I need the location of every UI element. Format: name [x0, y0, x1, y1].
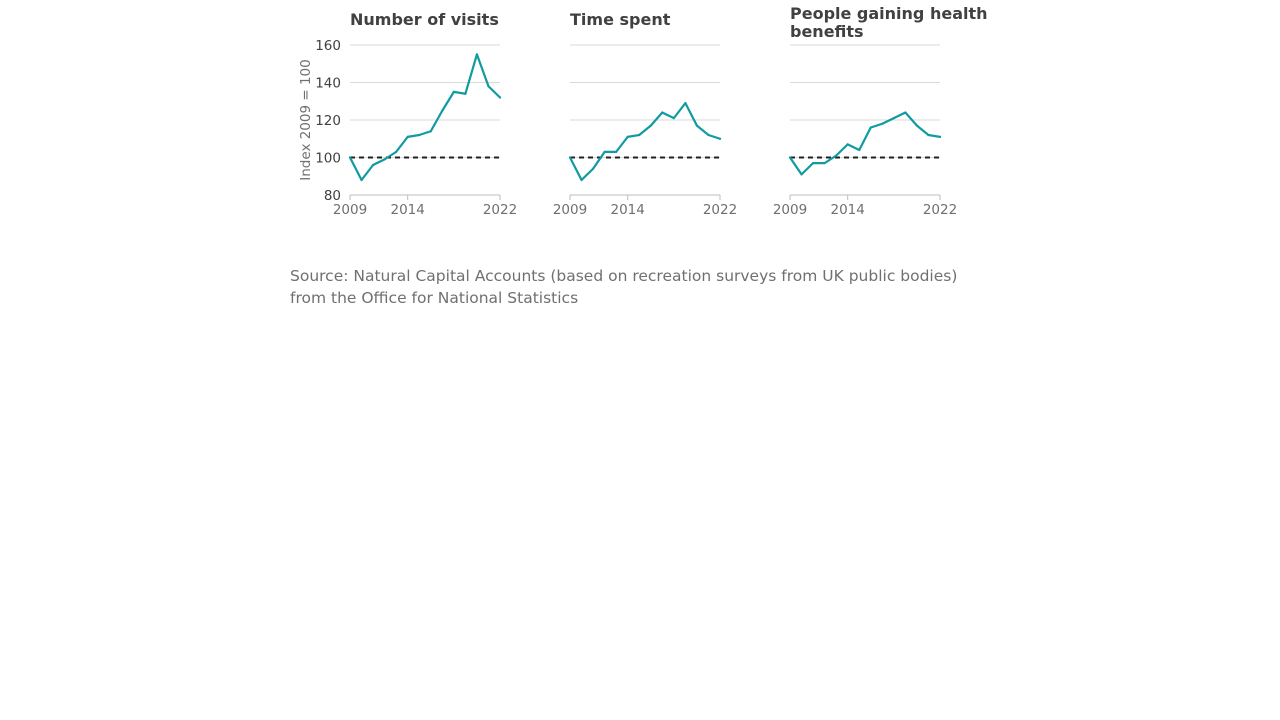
x-tick-label: 2022: [483, 202, 517, 218]
x-tick-label: 2014: [611, 202, 645, 218]
data-point: [418, 133, 421, 137]
data-point: [800, 173, 803, 176]
y-tick-label: 120: [315, 113, 341, 129]
data-point: [475, 53, 479, 56]
data-point: [869, 126, 872, 129]
data-point: [858, 148, 861, 152]
y-tick-label: 80: [324, 188, 341, 204]
source-note: Source: Natural Capital Accounts (based …: [290, 267, 958, 307]
x-tick-label: 2014: [831, 202, 865, 218]
data-point: [811, 162, 815, 165]
data-point: [395, 150, 398, 153]
series-line: [788, 111, 942, 176]
data-point: [707, 133, 710, 137]
panel-title: People gaining health benefits: [790, 4, 988, 41]
x-tick-label: 2022: [923, 202, 957, 218]
y-tick-label: 100: [315, 151, 341, 167]
series-line: [568, 102, 722, 182]
data-point: [938, 135, 942, 138]
panel-title-line: benefits: [790, 22, 864, 41]
x-tick-label: 2009: [773, 202, 807, 218]
data-point: [406, 135, 409, 138]
panel-title: Time spent: [570, 10, 671, 29]
data-point: [835, 154, 838, 157]
panel-title: Number of visits: [350, 10, 499, 29]
chart-panel-3: People gaining health benefits 2009 2014 202…: [773, 4, 988, 218]
data-point: [603, 150, 606, 153]
data-point: [591, 167, 595, 170]
y-axis-label: Index 2009 = 100: [298, 59, 314, 180]
data-point: [498, 96, 502, 99]
chart-panel-2: Time spent 2009 2014 2022: [553, 10, 737, 218]
data-point: [626, 135, 629, 138]
data-point: [360, 178, 363, 182]
data-point: [615, 150, 618, 153]
panel-title-line: People gaining health: [790, 4, 988, 23]
panel-title-line: Time spent: [570, 10, 671, 29]
data-point: [846, 143, 849, 146]
data-point: [718, 137, 722, 140]
data-point: [915, 124, 919, 127]
data-point: [788, 156, 792, 159]
x-tick-label: 2009: [553, 202, 587, 218]
data-point: [348, 156, 352, 159]
data-point: [672, 117, 675, 120]
data-point: [383, 158, 386, 161]
data-point: [649, 124, 652, 127]
data-point: [927, 133, 930, 137]
data-point: [904, 111, 907, 114]
data-point: [441, 109, 444, 112]
x-tick-label: 2022: [703, 202, 737, 218]
chart-panel-1: Number of visits 2009 2014 2022 80 100 120 140 1…: [298, 10, 517, 218]
panel-title-line: Number of visits: [350, 10, 499, 29]
data-point: [580, 178, 583, 182]
y-tick-label: 140: [315, 76, 341, 92]
data-point: [568, 156, 572, 159]
data-point: [823, 162, 826, 165]
data-point: [684, 102, 687, 105]
x-tick-label: 2014: [391, 202, 425, 218]
data-point: [371, 163, 375, 167]
data-point: [429, 130, 432, 133]
data-point: [487, 85, 490, 88]
series-line: [348, 53, 502, 182]
x-tick-label: 2009: [333, 202, 367, 218]
data-point: [661, 111, 664, 114]
data-point: [892, 117, 895, 120]
data-point: [464, 92, 467, 95]
data-point: [638, 133, 641, 137]
data-point: [695, 124, 699, 127]
data-point: [452, 90, 455, 93]
y-tick-label: 160: [315, 38, 341, 54]
data-point: [881, 122, 884, 125]
small-multiples-chart: Number of visits 2009 2014 2022 80 100 120 140 1…: [298, 4, 988, 218]
